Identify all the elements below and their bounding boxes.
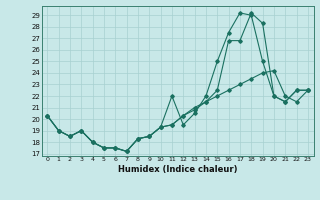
X-axis label: Humidex (Indice chaleur): Humidex (Indice chaleur): [118, 165, 237, 174]
